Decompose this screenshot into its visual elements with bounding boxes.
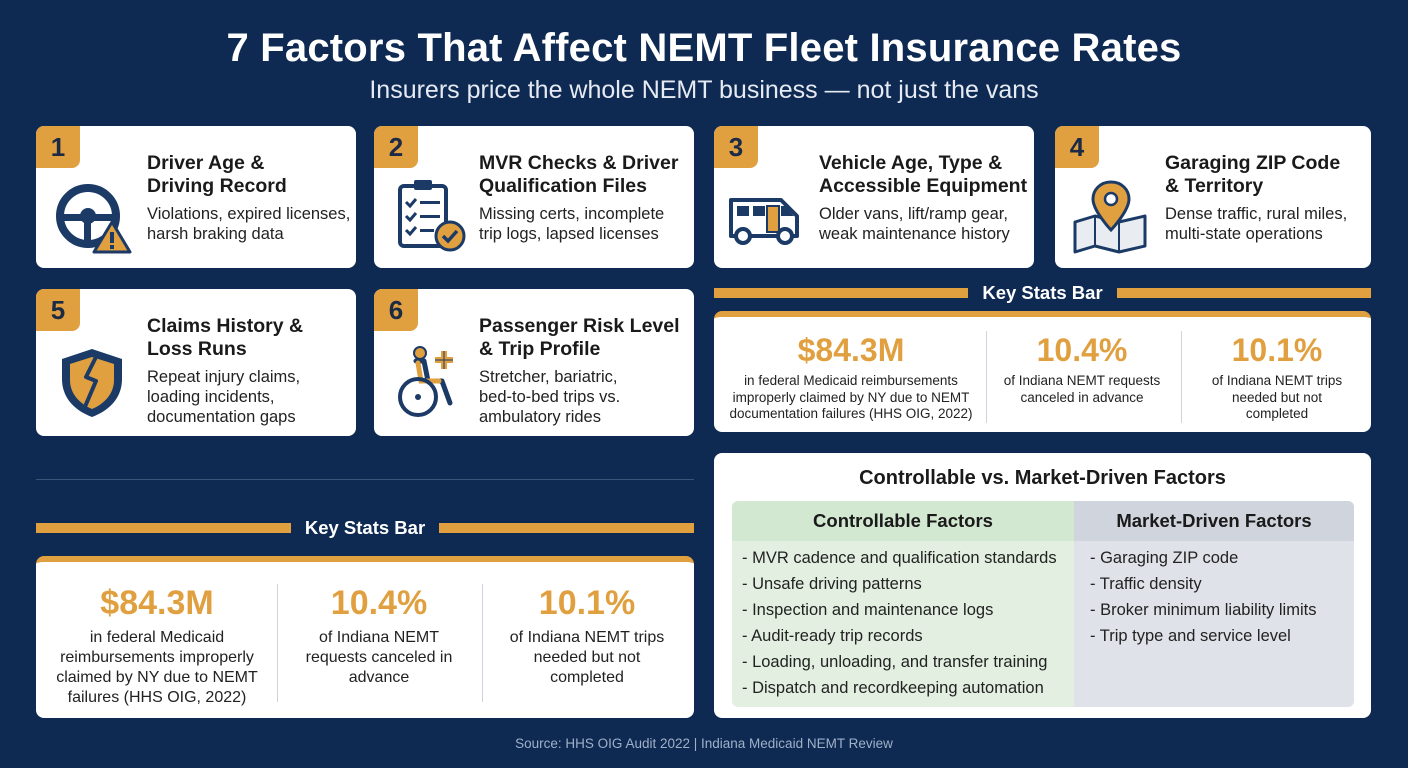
- factor-title: Claims History & Loss Runs: [147, 315, 304, 360]
- stat-item: 10.1% of Indiana NEMT trips needed but n…: [502, 582, 672, 688]
- stat-value: 10.1%: [1231, 332, 1323, 368]
- factor-description: Stretcher, bariatric, bed-to-bed trips v…: [479, 368, 621, 426]
- list-item: - Inspection and maintenance logs: [742, 601, 994, 619]
- stats-card-left: $84.3M in federal Medicaid reimbursement…: [36, 556, 694, 718]
- stat-item: 10.1% of Indiana NEMT trips needed but n…: [1204, 331, 1350, 423]
- stat-value: 10.4%: [330, 584, 428, 622]
- list-item: - MVR cadence and qualification standard…: [742, 549, 1057, 567]
- comparison-card: Controllable vs. Market-Driven Factors C…: [714, 453, 1371, 718]
- factor-card-2: 2 MVR Checks & Driver Qualification File…: [374, 126, 694, 268]
- factor-number: 6: [374, 289, 418, 331]
- stat-description: of Indiana NEMT requests canceled in adv…: [1003, 373, 1161, 405]
- stat-description: in federal Medicaid reimbursements impro…: [729, 373, 973, 421]
- stat-item: 10.4% of Indiana NEMT requests canceled …: [294, 582, 464, 688]
- stat-description: of Indiana NEMT trips needed but not com…: [509, 629, 665, 686]
- comparison-title: Controllable vs. Market-Driven Factors: [859, 467, 1226, 489]
- list-item: - Loading, unloading, and transfer train…: [742, 653, 1048, 671]
- stat-item: $84.3M in federal Medicaid reimbursement…: [46, 582, 268, 708]
- stats-header-bar: [714, 288, 969, 298]
- stat-value: 10.4%: [1036, 332, 1128, 368]
- factor-number: 5: [36, 289, 80, 331]
- accessible-van-icon: [729, 198, 799, 245]
- stats-card-right: $84.3M in federal Medicaid reimbursement…: [714, 311, 1371, 432]
- page-subtitle: Insurers price the whole NEMT business —…: [369, 76, 1039, 104]
- stats-bar-header-right: Key Stats Bar: [714, 282, 1371, 304]
- factor-title: Passenger Risk Level & Trip Profile: [479, 315, 680, 360]
- stat-description: of Indiana NEMT requests canceled in adv…: [305, 629, 453, 686]
- factor-description: Missing certs, incomplete trip logs, lap…: [479, 205, 665, 243]
- map-pin-icon: [1073, 180, 1147, 254]
- stats-header-bar: [1116, 288, 1371, 298]
- factor-title: Vehicle Age, Type & Accessible Equipment: [819, 152, 1028, 197]
- factor-card-6: 6 Passenger Risk Level & Trip Profile St…: [374, 289, 694, 436]
- stats-header-label: Key Stats Bar: [982, 282, 1103, 303]
- stat-description: of Indiana NEMT trips needed but not com…: [1211, 373, 1343, 421]
- factor-number: 3: [714, 126, 758, 168]
- factor-card-1: 1 Driver Age & Driving Record Violations…: [36, 126, 356, 268]
- list-item: - Unsafe driving patterns: [742, 575, 922, 593]
- stat-divider: [1181, 331, 1182, 423]
- checklist-clipboard-icon: [398, 180, 466, 252]
- factor-card-5: 5 Claims History & Loss Runs Repeat inju…: [36, 289, 356, 436]
- steering-wheel-warning-icon: [56, 184, 132, 254]
- list-item: - Traffic density: [1090, 575, 1202, 593]
- factor-card-3: 3 Vehicle Age, Type & Accessible Equipme…: [714, 126, 1034, 268]
- factor-description: Violations, expired licenses, harsh brak…: [147, 205, 351, 243]
- factor-number: 1: [36, 126, 80, 168]
- factor-description: Repeat injury claims, loading incidents,…: [147, 368, 301, 426]
- source-footnote: Source: HHS OIG Audit 2022 | Indiana Med…: [515, 736, 893, 751]
- stat-item: $84.3M in federal Medicaid reimbursement…: [720, 331, 982, 423]
- section-divider: [36, 479, 694, 480]
- stats-bar-header-left: Key Stats Bar: [36, 517, 694, 539]
- factor-title: Garaging ZIP Code & Territory: [1165, 152, 1341, 197]
- factor-number: 4: [1055, 126, 1099, 168]
- stat-value: $84.3M: [100, 584, 214, 622]
- page-title: 7 Factors That Affect NEMT Fleet Insuran…: [226, 26, 1182, 70]
- stats-header-bar: [439, 523, 694, 533]
- stats-header-label: Key Stats Bar: [304, 517, 426, 538]
- list-item: - Trip type and service level: [1090, 627, 1291, 645]
- list-item: - Audit-ready trip records: [742, 627, 923, 645]
- factor-number: 2: [374, 126, 418, 168]
- factor-description: Older vans, lift/ramp gear, weak mainten…: [819, 205, 1010, 243]
- stat-divider: [482, 584, 483, 702]
- list-item: - Garaging ZIP code: [1090, 549, 1239, 567]
- factor-title: MVR Checks & Driver Qualification Files: [479, 152, 679, 197]
- stat-value: 10.1%: [538, 584, 636, 622]
- factor-title: Driver Age & Driving Record: [147, 152, 287, 197]
- stat-divider: [277, 584, 278, 702]
- controllable-list: - MVR cadence and qualification standard…: [732, 541, 1074, 701]
- stat-description: in federal Medicaid reimbursements impro…: [56, 629, 258, 706]
- broken-shield-icon: [62, 349, 122, 417]
- controllable-header: Controllable Factors: [732, 501, 1074, 541]
- factor-description: Dense traffic, rural miles, multi-state …: [1165, 205, 1348, 243]
- list-item: - Broker minimum liability limits: [1090, 601, 1317, 619]
- market-driven-header: Market-Driven Factors: [1074, 501, 1354, 541]
- controllable-column: Controllable Factors - MVR cadence and q…: [732, 501, 1074, 707]
- market-driven-list: - Garaging ZIP code - Traffic density - …: [1074, 541, 1354, 649]
- stats-header-bar: [36, 523, 291, 533]
- stat-item: 10.4% of Indiana NEMT requests canceled …: [996, 331, 1168, 406]
- list-item: - Dispatch and recordkeeping automation: [742, 679, 1044, 697]
- wheelchair-medical-icon: [398, 346, 453, 417]
- stat-value: $84.3M: [797, 332, 905, 368]
- factor-card-4: 4 Garaging ZIP Code & Territory Dense tr…: [1055, 126, 1371, 268]
- stat-divider: [986, 331, 987, 423]
- market-driven-column: Market-Driven Factors - Garaging ZIP cod…: [1074, 501, 1354, 707]
